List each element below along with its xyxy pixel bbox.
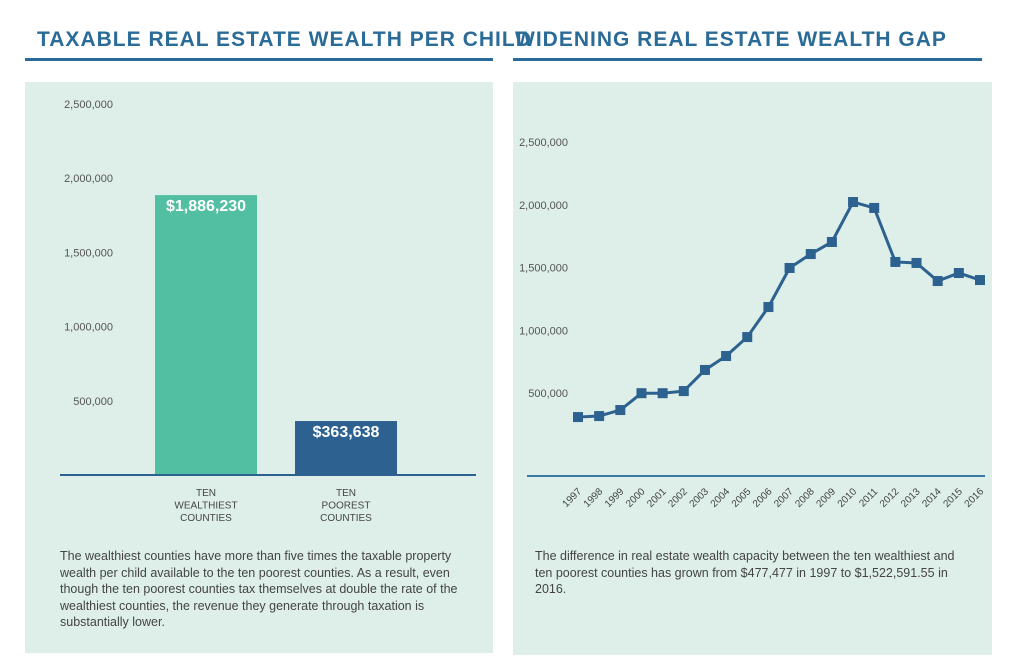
y-tick-label: 500,000	[73, 396, 113, 408]
category-label: POOREST	[322, 501, 371, 512]
data-point-marker	[890, 256, 901, 267]
data-point-marker	[953, 268, 964, 279]
data-point-marker	[975, 275, 985, 286]
data-point-marker	[848, 197, 859, 208]
line-chart-panel	[513, 82, 992, 655]
x-tick-label: 2014	[920, 486, 944, 510]
y-tick-label: 1,500,000	[64, 247, 113, 259]
x-tick-label: 1999	[603, 486, 627, 510]
x-tick-label: 2013	[899, 486, 923, 510]
bar-data-label: $363,638	[313, 424, 380, 441]
y-tick-label: 2,000,000	[519, 200, 568, 212]
category-label: COUNTIES	[320, 513, 372, 524]
x-tick-label: 2012	[878, 486, 902, 510]
bar	[155, 195, 257, 475]
y-tick-label: 500,000	[528, 388, 568, 400]
data-point-marker	[573, 412, 583, 423]
data-point-marker	[594, 411, 605, 422]
x-tick-label: 2005	[730, 486, 754, 510]
x-tick-label: 1998	[582, 486, 606, 510]
category-label: COUNTIES	[180, 513, 232, 524]
y-tick-label: 1,000,000	[519, 325, 568, 337]
x-tick-label: 2009	[815, 486, 839, 510]
data-point-marker	[869, 202, 880, 213]
x-tick-label: 2011	[857, 486, 880, 509]
x-tick-label: 2016	[963, 486, 987, 510]
title-underline	[25, 58, 493, 61]
line-chart-caption: The difference in real estate wealth cap…	[535, 549, 955, 596]
data-point-marker	[784, 262, 795, 273]
line-chart-title: WIDENING REAL ESTATE WEALTH GAP	[515, 28, 947, 51]
x-tick-label: 2015	[941, 486, 965, 510]
x-tick-label: 2004	[709, 486, 733, 510]
bar-chart-title: TAXABLE REAL ESTATE WEALTH PER CHILD	[37, 28, 532, 51]
bar-chart-panel	[25, 82, 493, 653]
category-label: WEALTHIEST	[174, 501, 237, 512]
x-tick-label: 2000	[624, 486, 648, 510]
data-point-marker	[636, 388, 647, 399]
category-label: TEN	[196, 488, 216, 499]
data-point-marker	[742, 332, 753, 343]
data-point-marker	[699, 364, 710, 375]
series-line	[577, 200, 981, 419]
y-tick-label: 2,500,000	[64, 99, 113, 111]
bar-data-label: $1,886,230	[166, 198, 246, 215]
data-point-marker	[763, 302, 774, 313]
bar-chart-caption: The wealthiest counties have more than f…	[60, 549, 458, 629]
x-tick-label: 2001	[645, 486, 669, 510]
data-point-marker	[826, 236, 837, 247]
data-point-marker	[805, 249, 816, 260]
data-point-marker	[657, 388, 668, 399]
data-point-marker	[615, 405, 626, 416]
x-tick-label: 2010	[836, 486, 860, 510]
data-point-marker	[721, 351, 732, 362]
bar	[295, 421, 397, 475]
y-tick-label: 2,500,000	[519, 137, 568, 149]
data-point-marker	[932, 276, 943, 287]
title-underline	[513, 58, 982, 61]
x-tick-label: 2007	[772, 486, 796, 510]
data-point-marker	[678, 386, 689, 397]
x-tick-label: 2003	[688, 486, 712, 510]
x-tick-label: 2008	[793, 486, 817, 510]
y-tick-label: 1,000,000	[64, 322, 113, 334]
y-tick-label: 2,000,000	[64, 173, 113, 185]
category-label: TEN	[336, 488, 356, 499]
y-tick-label: 1,500,000	[519, 263, 568, 275]
x-tick-label: 2006	[751, 486, 775, 510]
data-point-marker	[911, 257, 922, 268]
x-tick-label: 1997	[561, 486, 585, 510]
x-tick-label: 2002	[666, 486, 690, 510]
